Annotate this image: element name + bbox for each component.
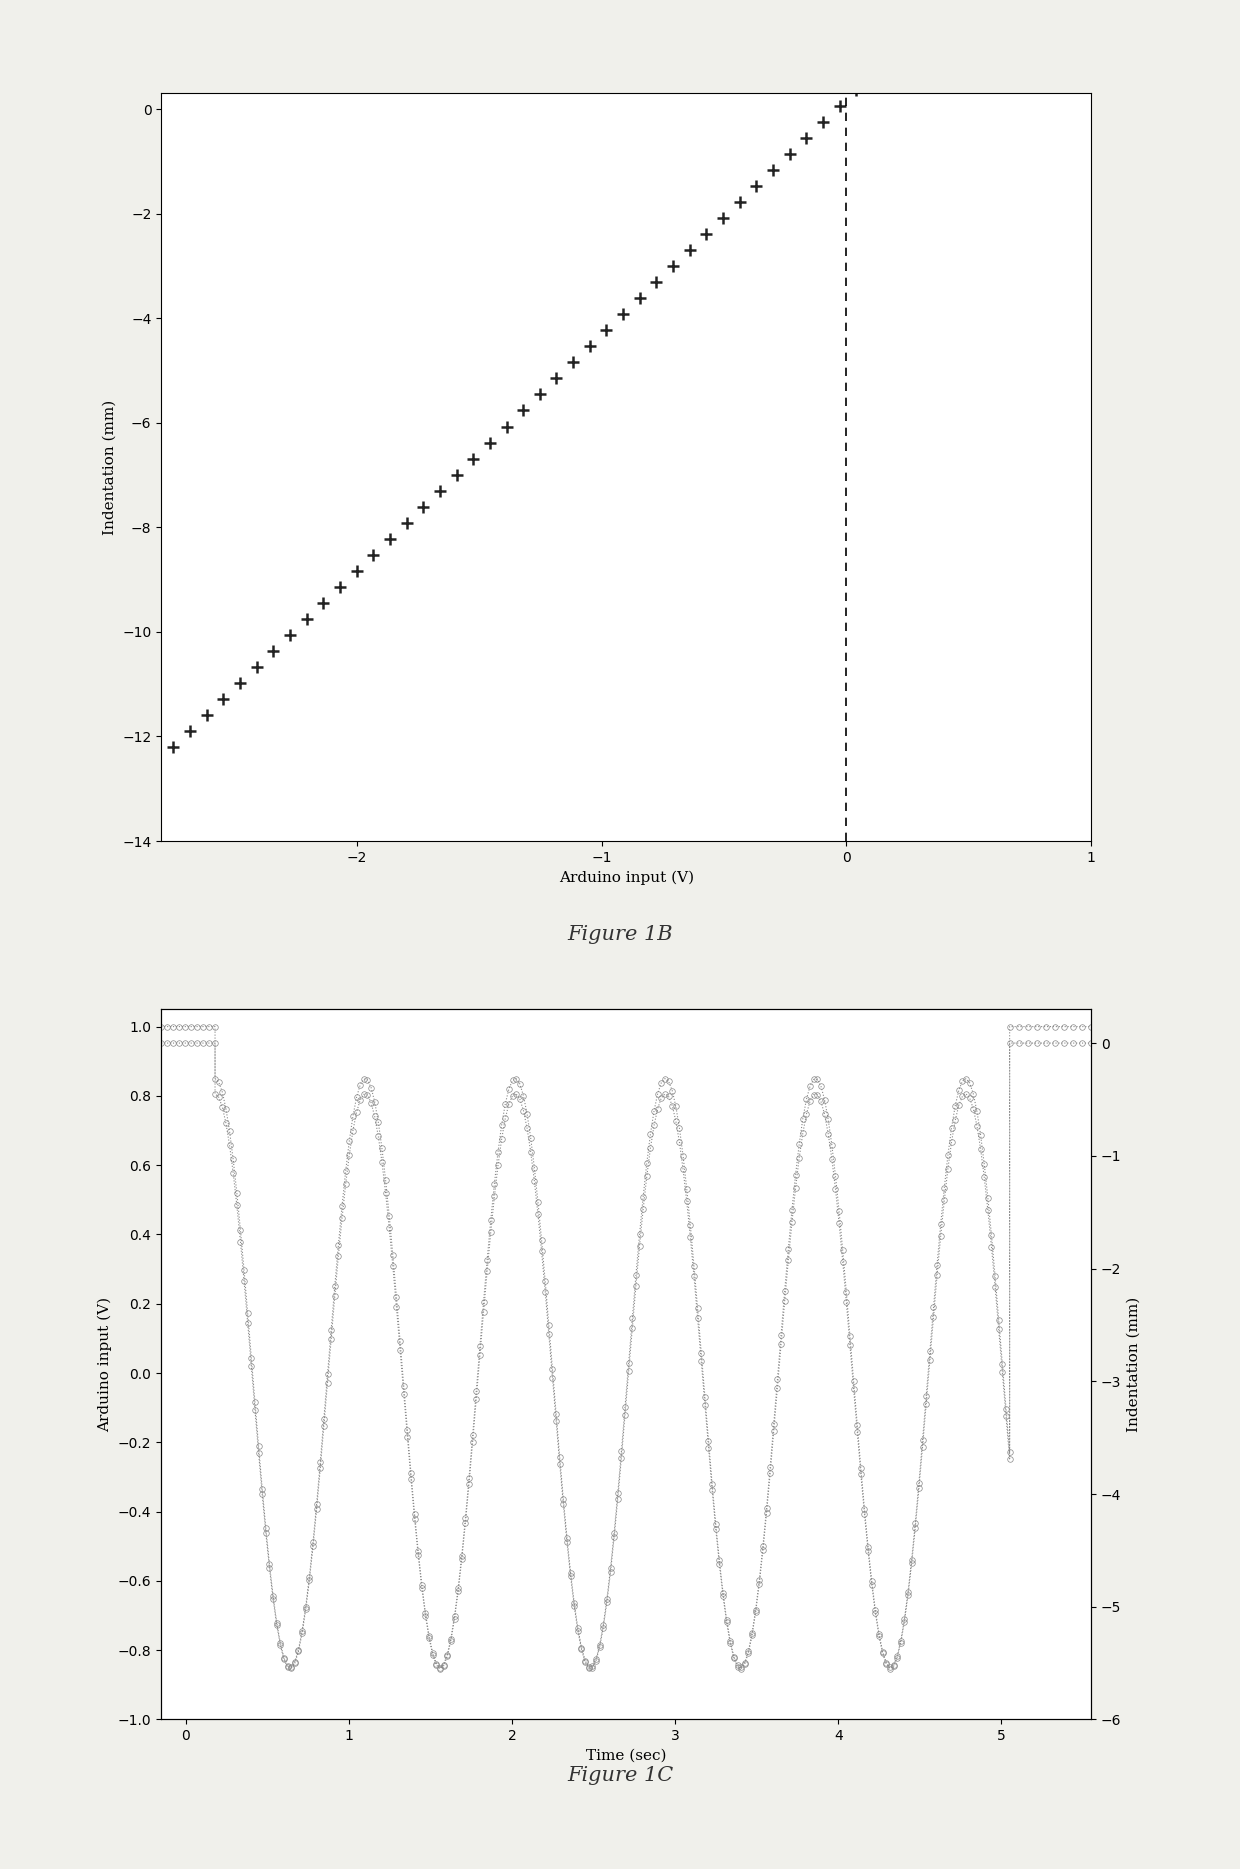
X-axis label: Time (sec): Time (sec) [587,1749,666,1762]
Y-axis label: Indentation (mm): Indentation (mm) [103,400,117,535]
Text: Figure 1C: Figure 1C [567,1766,673,1785]
X-axis label: Arduino input (V): Arduino input (V) [559,871,693,884]
Y-axis label: Arduino input (V): Arduino input (V) [98,1297,113,1432]
Text: Figure 1B: Figure 1B [567,925,673,944]
Y-axis label: Indentation (mm): Indentation (mm) [1127,1297,1141,1432]
